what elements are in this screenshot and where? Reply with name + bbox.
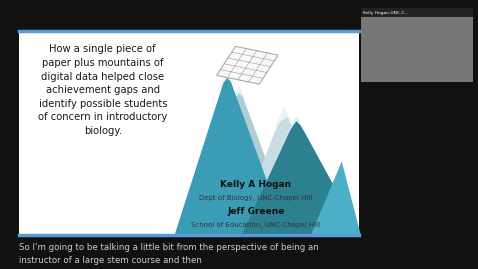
Polygon shape <box>286 117 307 136</box>
Text: So I'm going to be talking a little bit from the perspective of being an: So I'm going to be talking a little bit … <box>19 243 319 252</box>
Text: instructor of a large stem course and then: instructor of a large stem course and th… <box>19 256 202 266</box>
Bar <box>361 8 473 17</box>
Polygon shape <box>311 161 361 235</box>
Polygon shape <box>174 71 287 235</box>
Polygon shape <box>241 117 361 235</box>
Polygon shape <box>184 86 294 235</box>
Polygon shape <box>215 71 239 94</box>
Polygon shape <box>275 108 294 126</box>
Text: Dept of Biology, UNC-Chapel Hill: Dept of Biology, UNC-Chapel Hill <box>199 195 313 201</box>
Text: School of Education, UNC-Chapel Hill: School of Education, UNC-Chapel Hill <box>191 222 320 228</box>
Bar <box>19 31 359 235</box>
Polygon shape <box>228 86 250 108</box>
Text: How a single piece of
paper plus mountains of
digital data helped close
achievem: How a single piece of paper plus mountai… <box>38 44 167 136</box>
Text: Kelly A Hogan: Kelly A Hogan <box>220 180 291 189</box>
Polygon shape <box>234 108 335 235</box>
Polygon shape <box>217 46 278 84</box>
Bar <box>361 8 473 82</box>
Text: Jeff Greene: Jeff Greene <box>227 207 284 216</box>
Text: Kelly Hogan-UNC-C...: Kelly Hogan-UNC-C... <box>363 11 409 15</box>
